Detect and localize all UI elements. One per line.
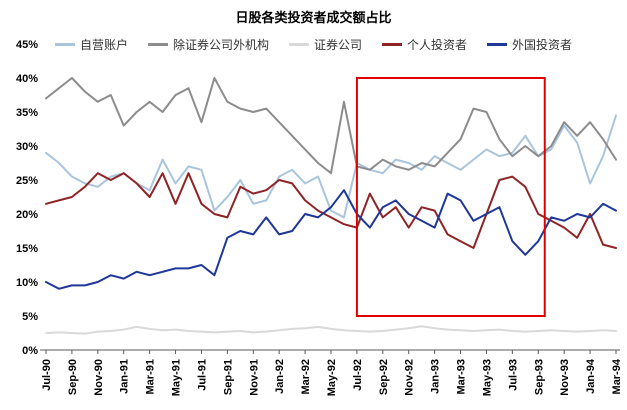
x-axis-label: Mar-92	[300, 359, 312, 394]
series-line-0	[45, 114, 617, 219]
x-axis-label: Jul-91	[196, 359, 208, 391]
x-axis-label: Jan-94	[585, 358, 597, 394]
x-axis-label: Sep-90	[67, 359, 79, 395]
y-axis-label: 20%	[16, 209, 38, 221]
x-axis-label: Jul-92	[352, 359, 364, 391]
x-axis-label: Nov-90	[93, 359, 105, 396]
x-axis-label: May-93	[481, 359, 493, 396]
y-axis-label: 40%	[16, 73, 38, 85]
x-axis-label: Jul-93	[507, 359, 519, 391]
x-axis-label: Jan-93	[430, 359, 442, 394]
series-line-3	[45, 172, 617, 249]
series-line-2	[45, 325, 617, 335]
x-axis-label: Nov-91	[248, 359, 260, 396]
x-axis-label: Sep-93	[533, 359, 545, 395]
line-chart-plot: 0% 5% 10% 15% 20% 25% 30% 35% 40% 45% Jul-90 Sep-90…	[16, 39, 623, 396]
x-axis-label: May-92	[326, 359, 338, 396]
series-line-4	[45, 189, 617, 290]
x-axis-label: May-91	[171, 359, 183, 396]
x-axis-label: Sep-91	[222, 359, 234, 395]
x-axis-label: Mar-91	[145, 359, 157, 394]
y-axis-label: 5%	[22, 311, 38, 323]
x-axis-label: Nov-93	[559, 359, 571, 396]
y-axis-label: 15%	[16, 243, 38, 255]
x-axis-label: Jul-90	[41, 359, 53, 391]
y-axis-label: 45%	[16, 39, 38, 51]
y-axis-label: 0%	[22, 345, 38, 357]
y-axis-label: 35%	[16, 107, 38, 119]
x-axis-label: Sep-92	[378, 359, 390, 395]
x-axis-label: Nov-92	[404, 359, 416, 396]
y-axis-label: 30%	[16, 141, 38, 153]
chart-title: 日股各类投资者成交额占比	[235, 10, 392, 25]
x-axis-label: Jan-91	[119, 359, 131, 394]
y-axis-label: 10%	[16, 277, 38, 289]
x-axis-label: Jan-92	[274, 359, 286, 394]
y-axis-label: 25%	[16, 175, 38, 187]
series-line-1	[45, 77, 617, 175]
x-axis-label: Mar-94	[611, 358, 623, 394]
highlight-box	[355, 77, 546, 317]
x-axis-label: Mar-93	[456, 359, 468, 394]
